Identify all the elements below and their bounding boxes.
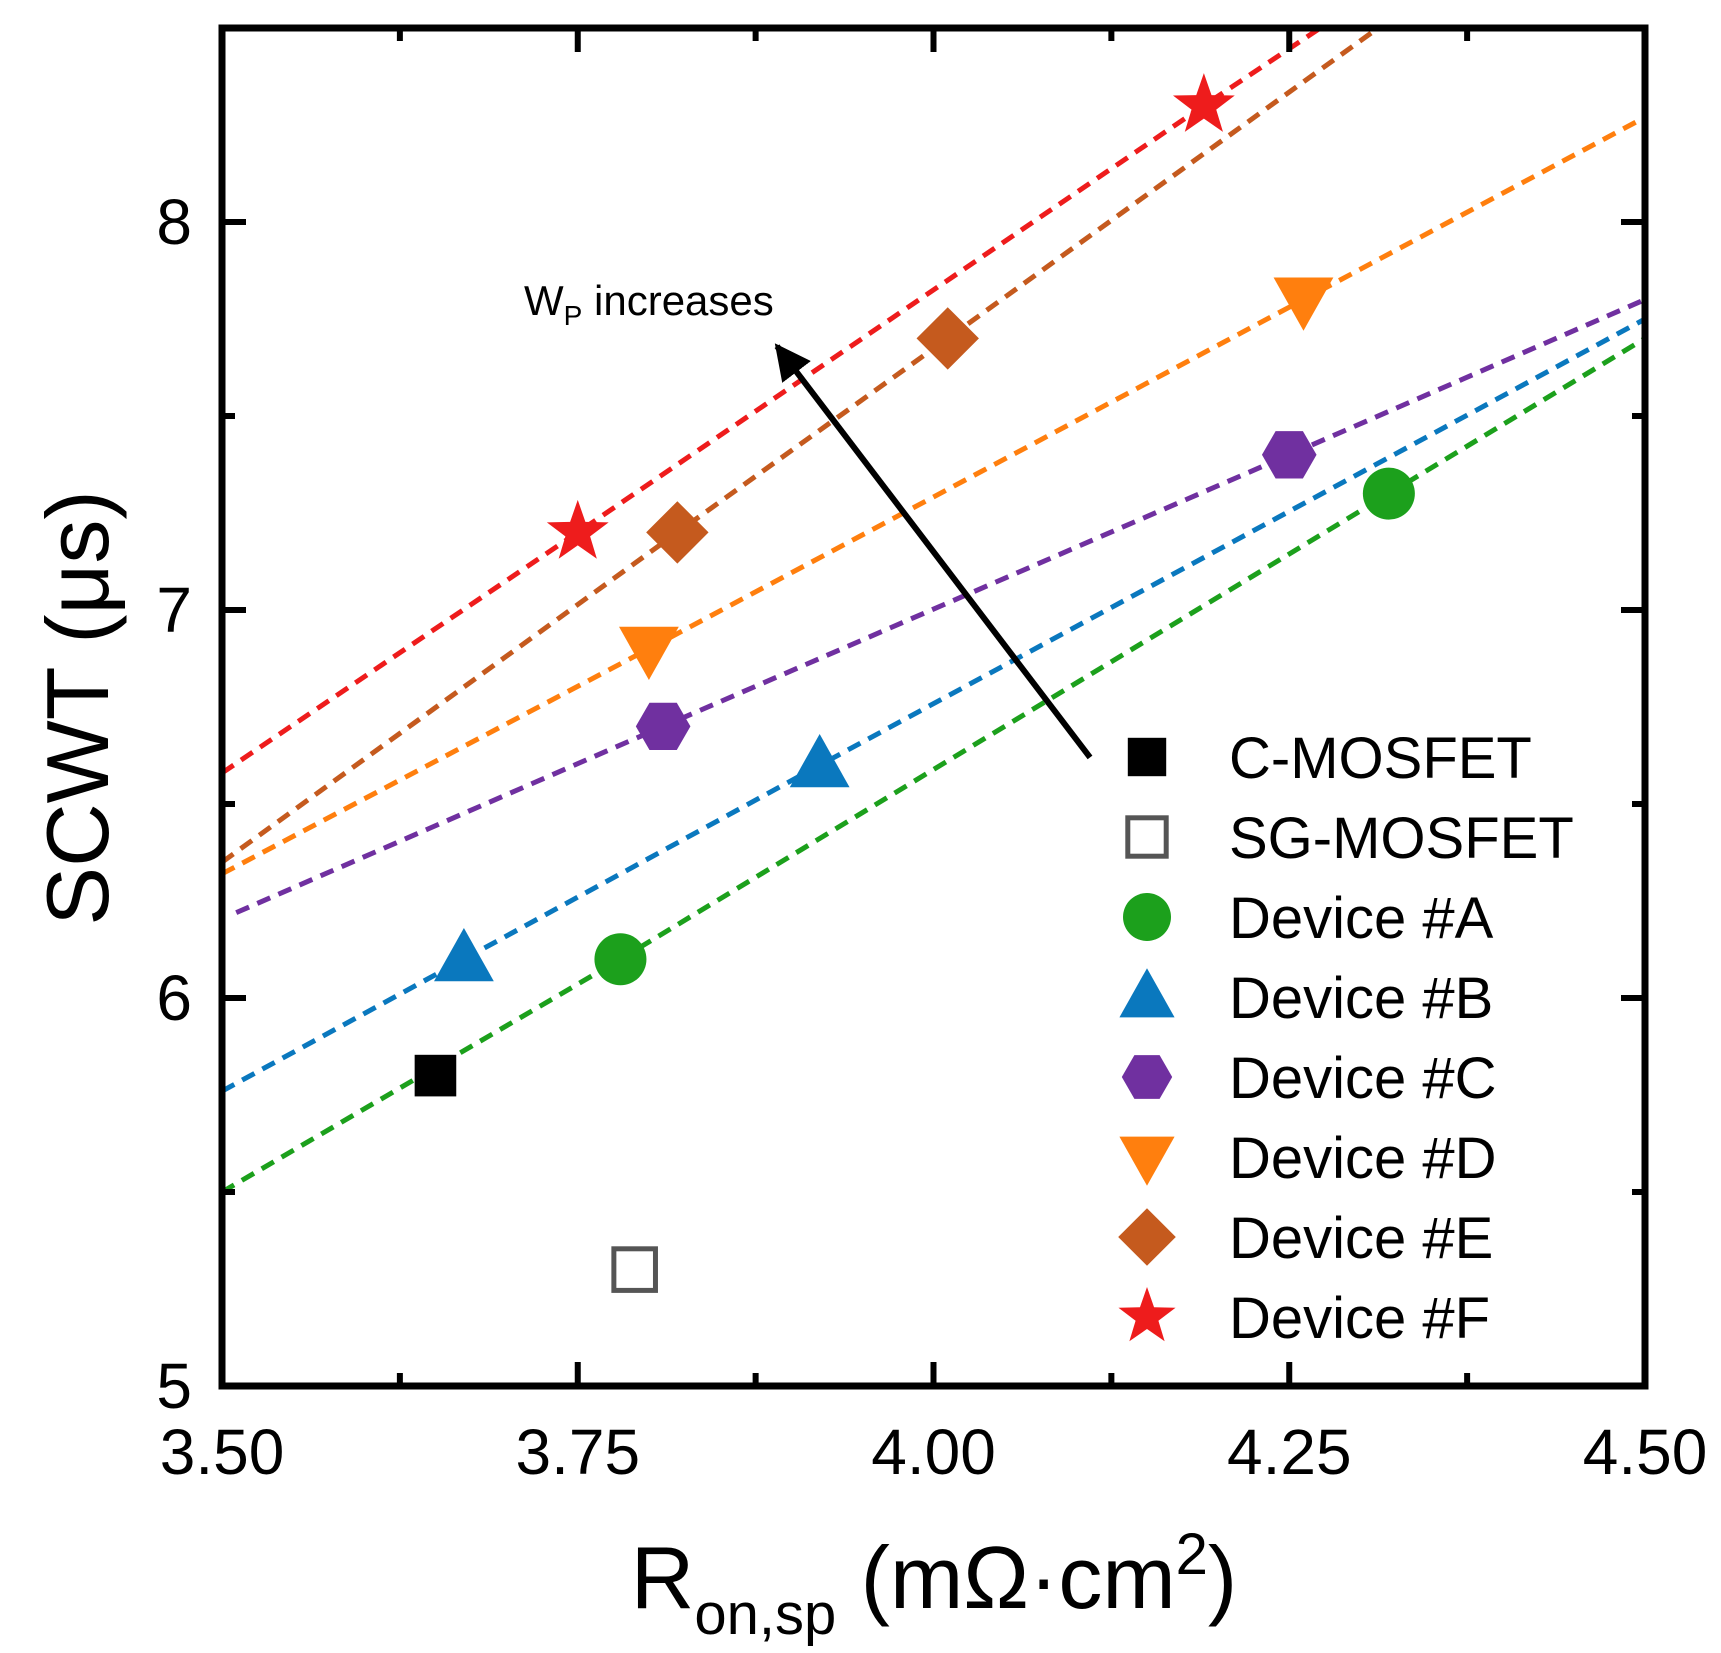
point-device-c-1 — [635, 702, 691, 751]
point-device-e-1 — [646, 501, 709, 564]
x-tick-label: 3.75 — [515, 1416, 640, 1488]
legend-item-device-e: Device #E — [1118, 1206, 1493, 1271]
x-axis-title-unit: (mΩ·cm — [836, 1528, 1175, 1627]
axis-ticks — [219, 28, 1648, 1389]
point-device-f-2 — [1172, 73, 1235, 132]
legend-item-device-d: Device #D — [1119, 1126, 1497, 1191]
data-points — [414, 73, 1415, 1293]
y-tick-label: 7 — [156, 574, 192, 646]
y-tick-label: 8 — [156, 186, 192, 258]
legend-label: Device #C — [1229, 1046, 1497, 1111]
point-device-a-1 — [594, 933, 647, 986]
legend-marker-device-d — [1119, 1136, 1175, 1186]
wp-label-sub: P — [564, 300, 583, 331]
legend-item-device-c: Device #C — [1121, 1046, 1497, 1111]
legend: C-MOSFET SG-MOSFET Device #A Device #B Devic… — [1118, 726, 1574, 1351]
point-device-f-1 — [546, 499, 609, 559]
legend-label: Device #B — [1229, 966, 1493, 1031]
x-axis-title-sup: 2 — [1176, 1522, 1208, 1587]
legend-label: SG-MOSFET — [1229, 806, 1574, 871]
point-device-d-1 — [619, 626, 679, 680]
point-device-e-2 — [916, 307, 979, 370]
x-tick-labels: 3.50 3.75 4.00 4.25 4.50 — [160, 1416, 1708, 1488]
point-device-d-2 — [1273, 277, 1334, 331]
point-sg-mosfet-1 — [611, 1246, 658, 1293]
legend-label: Device #E — [1229, 1206, 1493, 1271]
legend-item-device-a: Device #A — [1123, 886, 1494, 951]
legend-item-device-f: Device #F — [1118, 1286, 1490, 1351]
x-tick-label: 4.00 — [871, 1416, 996, 1488]
legend-marker-device-b — [1119, 968, 1175, 1018]
x-tick-label: 3.50 — [160, 1416, 285, 1488]
y-tick-labels: 5 6 7 8 — [156, 186, 192, 1422]
legend-marker-device-c — [1121, 1055, 1173, 1099]
x-axis-title-close: ) — [1208, 1528, 1237, 1627]
wp-increases-arrow — [774, 343, 1093, 760]
legend-item-sg-mosfet: SG-MOSFET — [1125, 806, 1574, 871]
wp-label-rest: increases — [582, 277, 773, 324]
trend-line-device-c — [235, 297, 1645, 915]
legend-marker-sg-mosfet — [1125, 815, 1169, 859]
x-tick-label: 4.25 — [1227, 1416, 1352, 1488]
y-axis-title: SCWT (μs) — [28, 490, 127, 925]
x-axis-title: Ron,sp (mΩ·cm2) — [631, 1522, 1237, 1647]
legend-marker-c-mosfet — [1127, 737, 1167, 777]
legend-label: Device #D — [1229, 1126, 1497, 1191]
legend-label: Device #A — [1229, 886, 1494, 951]
wp-increases-label: WP increases — [524, 277, 774, 331]
legend-item-device-b: Device #B — [1119, 966, 1493, 1031]
legend-marker-device-e — [1118, 1208, 1176, 1266]
x-axis-title-main: R — [631, 1528, 695, 1627]
y-tick-label: 5 — [156, 1350, 192, 1422]
legend-marker-device-a — [1123, 893, 1171, 941]
legend-marker-device-f — [1118, 1287, 1176, 1342]
legend-label: C-MOSFET — [1229, 726, 1532, 791]
x-tick-label: 4.50 — [1583, 1416, 1708, 1488]
trend-line-device-d — [222, 115, 1645, 877]
x-axis-title-sub: on,sp — [694, 1582, 836, 1647]
trend-line-device-f — [222, 28, 1325, 776]
point-c-mosfet-1 — [414, 1054, 457, 1097]
point-device-a-2 — [1362, 467, 1415, 520]
y-tick-label: 6 — [156, 962, 192, 1034]
trend-line-device-e — [222, 28, 1383, 865]
point-device-b-1 — [434, 928, 494, 982]
point-device-c-2 — [1261, 431, 1317, 479]
point-device-b-2 — [789, 734, 850, 788]
legend-item-c-mosfet: C-MOSFET — [1127, 726, 1532, 791]
wp-label-main: W — [524, 277, 564, 324]
legend-label: Device #F — [1229, 1286, 1490, 1351]
